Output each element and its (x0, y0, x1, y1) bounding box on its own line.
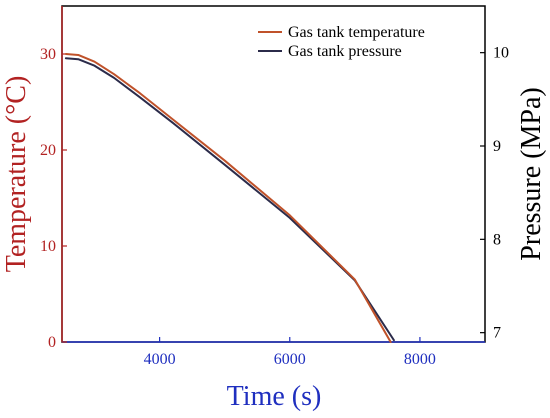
right-tick-label: 7 (493, 325, 501, 342)
right-tick-label: 10 (493, 45, 509, 62)
legend: Gas tank temperature Gas tank pressure (258, 24, 425, 60)
series-lines (64, 53, 395, 343)
x-tick-label: 8000 (404, 351, 436, 368)
x-axis-ticks: 4000 6000 8000 (144, 337, 436, 368)
x-tick-label: 4000 (144, 351, 176, 368)
legend-label-pressure: Gas tank pressure (288, 43, 402, 60)
right-tick-label: 8 (493, 231, 501, 248)
left-tick-label: 30 (40, 46, 56, 63)
left-tick-label: 0 (48, 334, 56, 351)
right-tick-label: 9 (493, 138, 501, 155)
y-axis-title-left: Temperature (°C) (1, 76, 32, 273)
series-line-temperature (64, 53, 392, 343)
left-tick-label: 20 (40, 142, 56, 159)
y-axis-title-right: Pressure (MPa) (516, 87, 547, 260)
x-tick-label: 6000 (274, 351, 306, 368)
right-axis-ticks: 7 8 9 10 (480, 45, 509, 342)
plot-frame (61, 5, 486, 343)
x-axis-title: Time (s) (227, 381, 322, 412)
left-tick-label: 10 (40, 238, 56, 255)
legend-label-temperature: Gas tank temperature (288, 24, 425, 41)
series-line-pressure (64, 57, 395, 342)
left-axis-ticks: 0 10 20 30 (40, 46, 67, 351)
